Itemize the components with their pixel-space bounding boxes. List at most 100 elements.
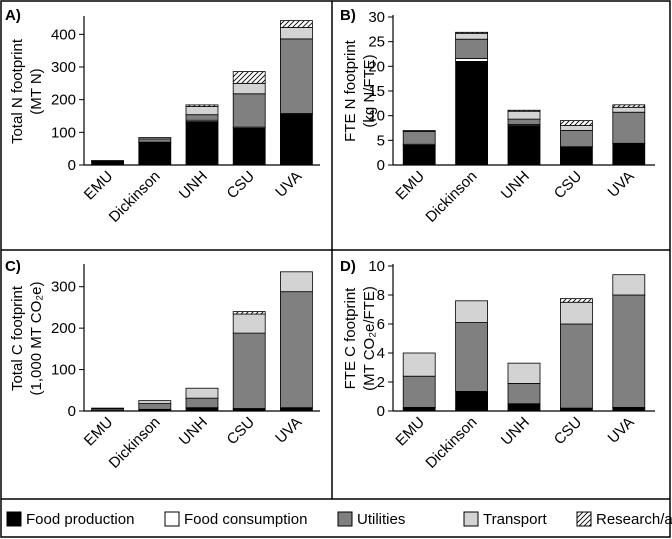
- bar-csu-research-agriculture: [232, 311, 266, 315]
- bar-unh-transport: [185, 387, 219, 399]
- legend-swatch-food-consumption: [164, 511, 180, 527]
- bar-csu-research-agriculture: [560, 298, 593, 303]
- bar-emu-transport: [402, 352, 436, 377]
- y-tick-label: 8: [377, 287, 385, 304]
- bar-csu-food-production: [232, 127, 266, 166]
- y-tick-label: 100: [51, 124, 76, 141]
- bar-emu-transport: [91, 407, 124, 410]
- bar-uva-transport: [612, 274, 646, 296]
- legend-swatch-food-production: [6, 511, 22, 527]
- y-tick-label: 30: [368, 9, 385, 26]
- bar-csu-utilities: [232, 93, 266, 128]
- bar-uva-transport: [279, 271, 313, 293]
- bar-dickinson-transport: [138, 137, 172, 140]
- bar-uva-food-production: [612, 143, 646, 166]
- legend-label-utilities: Utilities: [357, 511, 405, 528]
- y-tick-label: 4: [377, 345, 385, 362]
- y-tick-label: 300: [51, 59, 76, 76]
- y-tick-label: 5: [377, 132, 385, 149]
- y-axis-label-line-1: FTE C footprint: [342, 287, 359, 390]
- bar-dickinson-utilities: [138, 403, 172, 410]
- y-axis-label-line-1: Total N footprint: [9, 38, 26, 144]
- bar-uva-research-agriculture: [612, 104, 646, 108]
- bar-emu-utilities: [402, 131, 436, 145]
- bar-dickinson-food-production: [138, 142, 172, 166]
- y-tick-label: 20: [368, 58, 385, 75]
- bar-dickinson-transport: [455, 300, 489, 323]
- bar-unh-food-production: [507, 125, 541, 166]
- bar-dickinson-utilities: [138, 138, 172, 143]
- bar-uva-utilities: [612, 294, 646, 408]
- panel-label: A): [5, 7, 21, 24]
- bar-uva-transport: [612, 106, 646, 113]
- bar-emu-transport: [402, 130, 436, 132]
- bar-csu-utilities: [560, 323, 593, 409]
- bar-dickinson-transport: [138, 400, 172, 404]
- bar-csu-utilities: [560, 130, 593, 148]
- y-tick-label: 0: [377, 157, 385, 174]
- y-axis-label-line-2: (1,000 MT CO₂e): [28, 282, 45, 396]
- y-tick-label: 400: [51, 26, 76, 43]
- y-tick-label: 25: [368, 34, 385, 51]
- bar-uva-utilities: [612, 111, 646, 144]
- y-axis-label-line-1: Total C footprint: [9, 285, 26, 391]
- bar-dickinson-food-consumption: [455, 58, 489, 62]
- bar-dickinson-research-agriculture: [455, 31, 489, 34]
- bar-unh-transport: [507, 362, 541, 384]
- y-tick-label: 10: [368, 258, 385, 275]
- bar-dickinson-utilities: [455, 38, 489, 59]
- y-tick-label: 2: [377, 374, 385, 391]
- y-axis-label-line-2: (MT N): [28, 68, 45, 114]
- y-tick-label: 0: [68, 157, 76, 174]
- bar-dickinson-food-production: [455, 61, 489, 166]
- bar-unh-utilities: [185, 114, 219, 121]
- bar-csu-research-agriculture: [232, 71, 266, 84]
- y-tick-label: 200: [51, 320, 76, 337]
- y-tick-label: 15: [368, 83, 385, 100]
- bar-csu-utilities: [232, 332, 266, 409]
- y-tick-label: 0: [68, 403, 76, 420]
- bar-unh-transport: [185, 106, 219, 116]
- legend-swatch-research-agriculture: [576, 511, 592, 527]
- y-tick-label: 10: [368, 108, 385, 125]
- bar-dickinson-food-production: [455, 391, 489, 412]
- bar-unh-transport: [507, 110, 541, 120]
- bar-dickinson-utilities: [455, 322, 489, 392]
- y-axis-label-line-2: (kg N/FTE): [361, 54, 378, 127]
- legend-label-research-agriculture: Research/agriculture: [596, 511, 672, 528]
- y-tick-label: 200: [51, 92, 76, 109]
- bar-unh-food-production: [185, 121, 219, 166]
- bar-uva-utilities: [279, 291, 313, 409]
- bar-unh-utilities: [507, 383, 541, 405]
- bar-unh-food-production: [507, 403, 541, 412]
- y-axis-label-line-1: FTE N footprint: [342, 39, 359, 142]
- legend-swatch-transport: [463, 511, 479, 527]
- bar-csu-food-production: [560, 146, 593, 166]
- bar-emu-food-production: [402, 144, 436, 166]
- bar-csu-transport: [560, 301, 593, 325]
- bar-csu-research-agriculture: [560, 120, 593, 126]
- bar-dickinson-transport: [455, 32, 489, 40]
- bar-emu-utilities: [402, 375, 436, 408]
- bar-uva-utilities: [279, 38, 313, 114]
- bar-unh-utilities: [185, 397, 219, 409]
- bar-csu-transport: [232, 82, 266, 95]
- legend-label-transport: Transport: [483, 511, 547, 528]
- y-tick-label: 300: [51, 279, 76, 296]
- bar-uva-research-agriculture: [279, 20, 313, 28]
- y-axis-label-line-2: (MT CO₂e/FTE): [361, 286, 378, 391]
- bar-unh-utilities: [507, 118, 541, 125]
- bar-uva-food-production: [279, 113, 313, 166]
- legend: Food production Food consumption Utilities…: [6, 511, 672, 528]
- bar-unh-research-agriculture: [507, 109, 541, 112]
- legend-swatch-utilities: [337, 511, 353, 527]
- bar-csu-transport: [560, 125, 593, 131]
- bar-uva-transport: [279, 27, 313, 40]
- legend-label-food-production: Food production: [26, 511, 134, 528]
- panel-label: C): [5, 258, 21, 275]
- bar-unh-research-agriculture: [185, 104, 219, 107]
- y-tick-label: 100: [51, 362, 76, 379]
